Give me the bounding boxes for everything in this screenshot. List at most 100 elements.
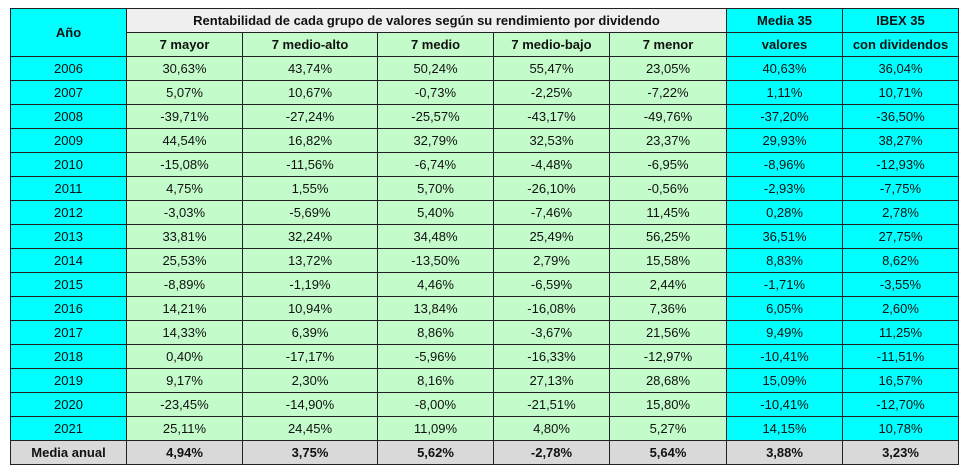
group-return-cell: 0,40% [126, 344, 243, 369]
group-return-cell: 5,40% [377, 200, 494, 225]
group-return-cell: -5,96% [377, 344, 494, 369]
group-header-medio-bajo: 7 medio-bajo [493, 32, 610, 57]
group-return-cell: 10,67% [242, 80, 378, 105]
group-header-mayor: 7 mayor [126, 32, 243, 57]
group-return-cell: -27,24% [242, 104, 378, 129]
year-cell: 2021 [10, 416, 127, 441]
year-cell: 2015 [10, 272, 127, 297]
group-return-cell: 5,27% [609, 416, 727, 441]
group-return-cell: 13,84% [377, 296, 494, 321]
group-return-cell: 21,56% [609, 320, 727, 345]
table-row: 2006 30,63% 43,74% 50,24% 55,47% 23,05% 40,63%… [10, 56, 959, 81]
year-cell: 2013 [10, 224, 127, 249]
group-return-cell: -2,25% [493, 80, 610, 105]
group-return-cell: 8,86% [377, 320, 494, 345]
ibex-cell: -11,51% [842, 344, 959, 369]
group-return-cell: 2,30% [242, 368, 378, 393]
table-row: 2008 -39,71% -27,24% -25,57% -43,17% -49,76% -… [10, 104, 959, 129]
group-return-cell: -21,51% [493, 392, 610, 417]
group-return-cell: 7,36% [609, 296, 727, 321]
dividend-returns-table: Año Rentabilidad de cada grupo de valore… [10, 8, 959, 465]
year-cell: 2012 [10, 200, 127, 225]
media-cell: -8,96% [726, 152, 843, 177]
year-cell: 2006 [10, 56, 127, 81]
footer-cell: 5,62% [377, 440, 494, 465]
media-cell: 15,09% [726, 368, 843, 393]
media-cell: -1,71% [726, 272, 843, 297]
group-return-cell: -7,22% [609, 80, 727, 105]
media-cell: 1,11% [726, 80, 843, 105]
ibex-cell: -36,50% [842, 104, 959, 129]
table-row: 2018 0,40% -17,17% -5,96% -16,33% -12,97% -10,… [10, 344, 959, 369]
ibex-cell: 10,71% [842, 80, 959, 105]
group-return-cell: -6,74% [377, 152, 494, 177]
group-return-cell: -26,10% [493, 176, 610, 201]
table-row: 2015 -8,89% -1,19% 4,46% -6,59% 2,44% -1,71% -3… [10, 272, 959, 297]
group-return-cell: 15,58% [609, 248, 727, 273]
media-cell: -37,20% [726, 104, 843, 129]
group-return-cell: 11,45% [609, 200, 727, 225]
group-header-medio: 7 medio [377, 32, 494, 57]
ibex-cell: 10,78% [842, 416, 959, 441]
ibex-cell: 36,04% [842, 56, 959, 81]
group-return-cell: -0,73% [377, 80, 494, 105]
footer-cell: 3,75% [242, 440, 378, 465]
year-cell: 2014 [10, 248, 127, 273]
ibex-cell: -3,55% [842, 272, 959, 297]
group-return-cell: -17,17% [242, 344, 378, 369]
group-return-cell: 5,70% [377, 176, 494, 201]
group-return-cell: 27,13% [493, 368, 610, 393]
footer-cell: 4,94% [126, 440, 243, 465]
group-return-cell: 23,37% [609, 128, 727, 153]
group-return-cell: -6,95% [609, 152, 727, 177]
year-cell: 2020 [10, 392, 127, 417]
ibex-cell: 38,27% [842, 128, 959, 153]
group-return-cell: -8,89% [126, 272, 243, 297]
year-cell: 2019 [10, 368, 127, 393]
group-return-cell: 14,21% [126, 296, 243, 321]
media-cell: 14,15% [726, 416, 843, 441]
table-row: 2017 14,33% 6,39% 8,86% -3,67% 21,56% 9,49% 11,… [10, 320, 959, 345]
media-cell: -10,41% [726, 344, 843, 369]
group-return-cell: -8,00% [377, 392, 494, 417]
table-row: 2021 25,11% 24,45% 11,09% 4,80% 5,27% 14,15% 10… [10, 416, 959, 441]
group-return-cell: 55,47% [493, 56, 610, 81]
year-cell: 2018 [10, 344, 127, 369]
ibex-cell: 2,78% [842, 200, 959, 225]
media-cell: -10,41% [726, 392, 843, 417]
group-return-cell: -39,71% [126, 104, 243, 129]
group-return-cell: -12,97% [609, 344, 727, 369]
footer-cell: 3,88% [726, 440, 843, 465]
group-header-menor: 7 menor [609, 32, 727, 57]
group-return-cell: -16,08% [493, 296, 610, 321]
media-header-line2: valores [726, 32, 843, 57]
group-return-cell: 32,53% [493, 128, 610, 153]
table-row: 2013 33,81% 32,24% 34,48% 25,49% 56,25% 36,51%… [10, 224, 959, 249]
group-return-cell: 1,55% [242, 176, 378, 201]
footer-cell: 3,23% [842, 440, 959, 465]
footer-cell: -2,78% [493, 440, 610, 465]
media-cell: 0,28% [726, 200, 843, 225]
group-return-cell: -1,19% [242, 272, 378, 297]
year-cell: 2017 [10, 320, 127, 345]
table-row: 2009 44,54% 16,82% 32,79% 32,53% 23,37% 29,93%… [10, 128, 959, 153]
group-return-cell: -15,08% [126, 152, 243, 177]
group-return-cell: -13,50% [377, 248, 494, 273]
group-return-cell: 15,80% [609, 392, 727, 417]
group-return-cell: 5,07% [126, 80, 243, 105]
ibex-cell: 2,60% [842, 296, 959, 321]
table-row: 2019 9,17% 2,30% 8,16% 27,13% 28,68% 15,09% 16,… [10, 368, 959, 393]
ibex-cell: -12,93% [842, 152, 959, 177]
year-cell: 2016 [10, 296, 127, 321]
media-cell: 6,05% [726, 296, 843, 321]
table-body: 2006 30,63% 43,74% 50,24% 55,47% 23,05% 40,63%… [10, 56, 959, 441]
group-return-cell: 56,25% [609, 224, 727, 249]
ibex-cell: 11,25% [842, 320, 959, 345]
group-return-cell: -23,45% [126, 392, 243, 417]
group-return-cell: 2,44% [609, 272, 727, 297]
group-return-cell: 43,74% [242, 56, 378, 81]
table-row: 2011 4,75% 1,55% 5,70% -26,10% -0,56% -2,93% -7… [10, 176, 959, 201]
media-cell: 40,63% [726, 56, 843, 81]
group-return-cell: -3,03% [126, 200, 243, 225]
group-return-cell: 14,33% [126, 320, 243, 345]
